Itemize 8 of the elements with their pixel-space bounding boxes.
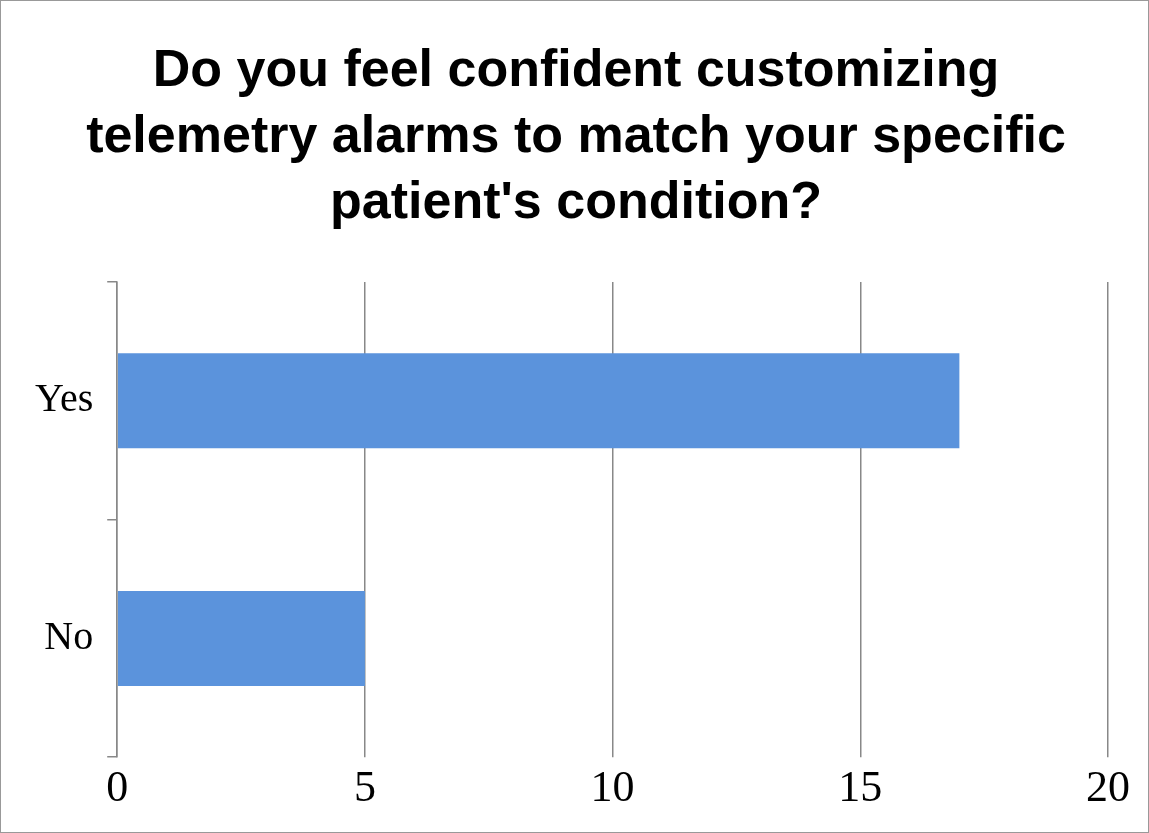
x-tick-label: 5 (353, 762, 376, 812)
x-tick-label: 15 (838, 762, 883, 812)
chart-title: Do you feel confident customizing telemetry alarms to match your specific patient's condition? (85, 38, 1067, 231)
y-tick-label: No (44, 612, 94, 658)
y-tick-label: Yes (35, 375, 94, 421)
x-tick-label: 20 (1086, 762, 1130, 812)
x-tick-label: 10 (590, 762, 635, 812)
x-tick-label: 0 (106, 762, 129, 812)
